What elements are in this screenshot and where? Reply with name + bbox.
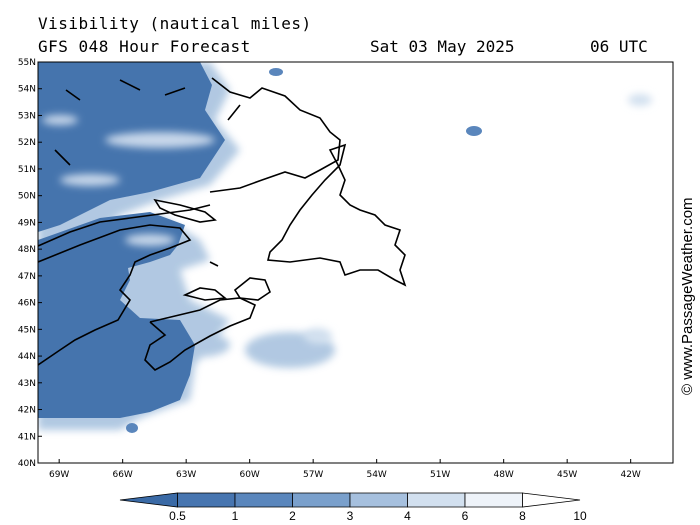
lon-tick-label: 48W bbox=[493, 470, 513, 480]
svg-text:© www.PassageWeather.com: © www.PassageWeather.com bbox=[679, 197, 696, 395]
lat-tick-label: 53N bbox=[18, 111, 36, 121]
passageweather-watermark: © www.PassageWeather.com bbox=[679, 197, 696, 395]
colorbar-segment bbox=[234, 492, 293, 508]
map-frame bbox=[37, 61, 674, 464]
lon-tick-label: 51W bbox=[430, 470, 450, 480]
colorbar-label: 8 bbox=[519, 509, 526, 523]
forecast-date: Sat 03 May 2025 bbox=[370, 37, 515, 56]
lon-tick-label: 54W bbox=[366, 470, 386, 480]
lat-tick-label: 50N bbox=[18, 192, 36, 202]
lat-tick-label: 52N bbox=[18, 138, 36, 148]
colorbar-segment bbox=[349, 492, 408, 508]
longitude-axis: 69W 66W 63W 60W 57W 54W 51W 48W 45W 42W bbox=[49, 459, 641, 480]
lat-tick-label: 48N bbox=[18, 245, 36, 255]
latitude-axis: 55N 54N 53N 52N 51N 50N 49N 48N 47N 46N 45N 44N 43N 4… bbox=[18, 58, 42, 469]
visibility-colorbar: 0.5 1 2 3 4 6 8 10 bbox=[119, 492, 587, 523]
colorbar-label: 6 bbox=[462, 509, 469, 523]
colorbar-segment bbox=[407, 492, 466, 508]
colorbar-segment bbox=[177, 492, 236, 508]
colorbar-label: 3 bbox=[347, 509, 354, 523]
colorbar-segment bbox=[522, 492, 581, 508]
title-line-2: GFS 048 Hour Forecast bbox=[38, 37, 251, 56]
lon-tick-label: 42W bbox=[620, 470, 640, 480]
lat-tick-label: 40N bbox=[18, 459, 36, 469]
lon-tick-label: 63W bbox=[176, 470, 196, 480]
lon-tick-label: 57W bbox=[303, 470, 323, 480]
lat-tick-label: 49N bbox=[18, 218, 36, 228]
lat-tick-label: 55N bbox=[18, 58, 36, 68]
title-line-1: Visibility (nautical miles) bbox=[38, 14, 312, 33]
colorbar-label: 0.5 bbox=[169, 509, 186, 523]
lat-tick-label: 54N bbox=[18, 85, 36, 95]
coastlines bbox=[38, 77, 407, 371]
lon-tick-label: 69W bbox=[49, 470, 69, 480]
colorbar-segment bbox=[119, 492, 178, 508]
colorbar-label: 10 bbox=[573, 509, 587, 523]
colorbar-segment bbox=[292, 492, 351, 508]
lon-tick-label: 45W bbox=[557, 470, 577, 480]
lon-tick-label: 66W bbox=[112, 470, 132, 480]
forecast-time: 06 UTC bbox=[590, 37, 648, 56]
lat-tick-label: 46N bbox=[18, 299, 36, 309]
lat-tick-label: 45N bbox=[18, 325, 36, 335]
colorbar-label: 4 bbox=[404, 509, 411, 523]
visibility-fill bbox=[38, 62, 652, 433]
lat-tick-label: 43N bbox=[18, 379, 36, 389]
colorbar-label: 1 bbox=[232, 509, 239, 523]
lon-tick-label: 60W bbox=[239, 470, 259, 480]
lat-tick-label: 47N bbox=[18, 272, 36, 282]
lat-tick-label: 44N bbox=[18, 352, 36, 362]
colorbar-segment bbox=[464, 492, 523, 508]
colorbar-label: 2 bbox=[289, 509, 296, 523]
lat-tick-label: 51N bbox=[18, 165, 36, 175]
lat-tick-label: 41N bbox=[18, 432, 36, 442]
lat-tick-label: 42N bbox=[18, 406, 36, 416]
